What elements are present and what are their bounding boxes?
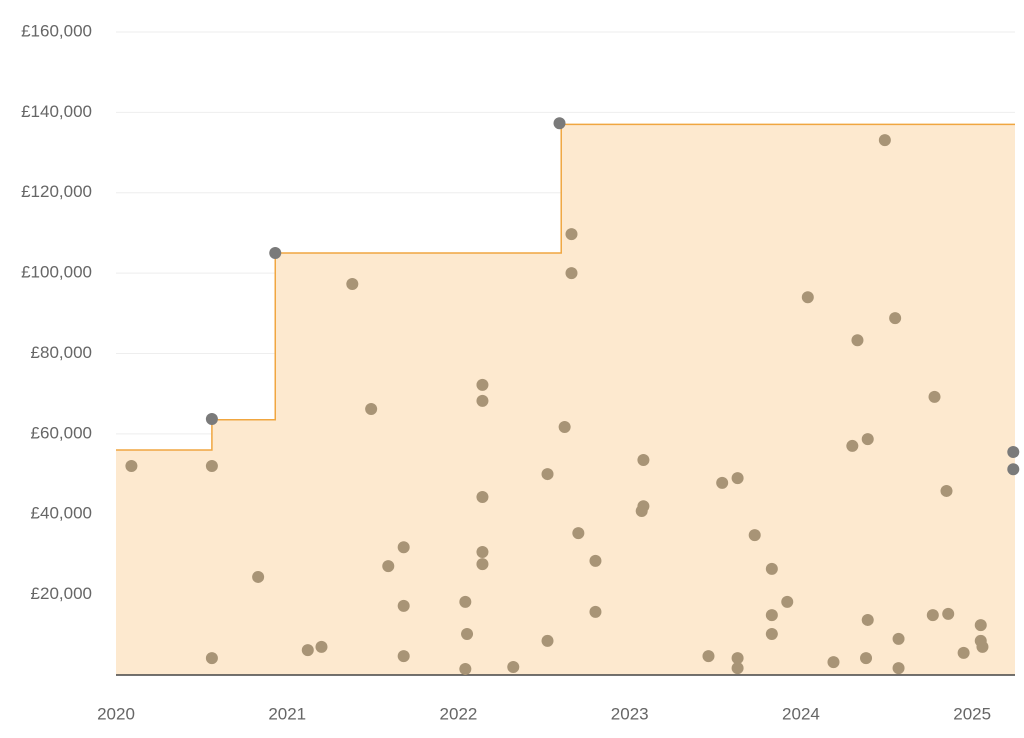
data-point: [205, 413, 218, 426]
data-point: [861, 433, 874, 446]
data-point: [731, 472, 744, 485]
data-point: [926, 609, 939, 622]
data-point: [541, 634, 554, 647]
y-tick-label: £160,000: [21, 21, 92, 40]
data-point: [507, 660, 520, 673]
data-point: [748, 529, 761, 542]
data-point: [301, 644, 314, 657]
data-point: [565, 228, 578, 241]
data-point: [765, 609, 778, 622]
data-point: [892, 632, 905, 645]
data-point: [827, 656, 840, 669]
data-point: [1007, 445, 1020, 458]
data-point: [942, 607, 955, 620]
data-point: [541, 468, 554, 481]
x-tick-label: 2025: [953, 704, 991, 723]
data-point: [702, 650, 715, 663]
data-point: [846, 439, 859, 452]
data-point: [860, 652, 873, 665]
data-point: [716, 476, 729, 489]
data-point: [878, 134, 891, 147]
x-tick-label: 2024: [782, 704, 820, 723]
data-point: [731, 662, 744, 675]
x-tick-label: 2021: [268, 704, 306, 723]
data-point: [892, 662, 905, 675]
data-point: [476, 490, 489, 503]
data-point: [365, 402, 378, 415]
x-tick-label: 2022: [440, 704, 478, 723]
data-point: [861, 613, 874, 626]
x-tick-label: 2023: [611, 704, 649, 723]
data-point: [635, 505, 648, 518]
data-point: [940, 484, 953, 497]
data-point: [553, 117, 566, 130]
data-point: [558, 421, 571, 434]
data-point: [205, 460, 218, 473]
data-point: [572, 527, 585, 540]
data-point: [957, 646, 970, 659]
data-point: [637, 453, 650, 466]
data-point: [801, 291, 814, 304]
data-point: [252, 570, 265, 583]
data-point: [397, 541, 410, 554]
data-point: [765, 628, 778, 641]
step-line: [116, 123, 1015, 451]
data-point: [476, 378, 489, 391]
data-point: [461, 628, 474, 641]
data-point: [781, 595, 794, 608]
data-point: [589, 554, 602, 567]
data-point: [125, 460, 138, 473]
data-point: [765, 562, 778, 575]
data-point: [397, 650, 410, 663]
data-point: [476, 394, 489, 407]
x-tick-label: 2020: [97, 704, 135, 723]
y-tick-label: £100,000: [21, 263, 92, 282]
data-point: [974, 619, 987, 632]
data-point: [889, 312, 902, 325]
y-tick-label: £140,000: [21, 102, 92, 121]
data-point: [589, 605, 602, 618]
data-point: [205, 652, 218, 665]
data-point: [476, 546, 489, 559]
y-tick-label: £20,000: [31, 584, 92, 603]
data-point: [976, 640, 989, 653]
y-tick-label: £120,000: [21, 182, 92, 201]
y-tick-label: £40,000: [31, 504, 92, 523]
data-point: [382, 560, 395, 573]
data-point: [928, 390, 941, 403]
data-point: [269, 247, 282, 260]
data-point: [476, 558, 489, 571]
data-point: [565, 267, 578, 280]
data-point: [851, 334, 864, 347]
y-tick-label: £80,000: [31, 343, 92, 362]
data-point: [459, 662, 472, 675]
y-tick-label: £60,000: [31, 423, 92, 442]
data-point: [731, 652, 744, 665]
data-point: [459, 595, 472, 608]
data-point: [346, 277, 359, 290]
data-point: [315, 640, 328, 653]
step-area: [116, 124, 1015, 675]
data-point: [1007, 463, 1020, 476]
data-point: [397, 599, 410, 612]
